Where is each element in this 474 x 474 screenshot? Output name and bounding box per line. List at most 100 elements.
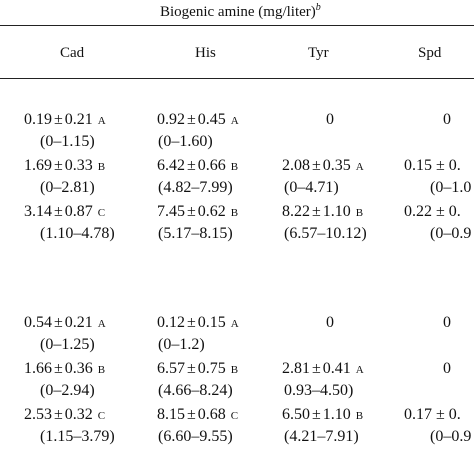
tyr-range-cell: (6.57–10.12)	[284, 225, 367, 242]
plus-minus-sign: ±	[54, 314, 63, 331]
significance-group-letter: C	[97, 410, 106, 422]
plus-minus-sign: ±	[54, 111, 63, 128]
spd-mean-sd-cell: 0.17 ± 0.	[404, 406, 461, 423]
significance-group-letter: B	[97, 364, 106, 376]
tyr-value-cell: 0	[326, 111, 334, 128]
significance-group-letter: A	[355, 364, 365, 376]
significance-group-letter: A	[97, 115, 107, 127]
sd-value: 0.32	[64, 406, 93, 423]
cad-range-cell: (0–2.81)	[40, 179, 95, 196]
tyr-range-cell: (4.21–7.91)	[284, 428, 359, 445]
cad-range-cell: (0–1.25)	[40, 336, 95, 353]
footnote-mark: b	[315, 2, 321, 13]
significance-group-letter: B	[355, 207, 364, 219]
mean-value: 0.19	[24, 111, 52, 128]
cad-mean-sd-cell: 2.53 ±0.32 C	[24, 407, 106, 423]
cad-range-cell: (1.10–4.78)	[40, 225, 115, 242]
significance-group-letter: A	[97, 318, 107, 330]
plus-minus-sign: ±	[54, 406, 63, 423]
significance-group-letter: B	[355, 410, 364, 422]
his-mean-sd-cell: 8.15 ±0.68 C	[157, 407, 239, 423]
sd-value: 0.21	[64, 111, 93, 128]
plus-minus-sign: ±	[187, 157, 196, 174]
his-mean-sd-cell: 0.12 ±0.15 A	[157, 315, 239, 331]
tyr-mean-sd-cell: 6.50 ±1.10 B	[282, 407, 364, 423]
plus-minus-sign: ±	[312, 203, 321, 220]
mean-value: 8.15	[157, 406, 185, 423]
mean-value: 6.57	[157, 360, 185, 377]
his-range-cell: (0–1.60)	[158, 133, 213, 150]
significance-group-letter: B	[230, 161, 239, 173]
column-header-his: His	[195, 45, 216, 61]
table-spanner-title: Biogenic amine (mg/liter)b	[160, 2, 321, 21]
plus-minus-sign: ±	[312, 406, 321, 423]
sd-value: 0.66	[197, 157, 226, 174]
sd-value: 0.33	[64, 157, 93, 174]
sd-value: 0.15	[197, 314, 226, 331]
plus-minus-sign: ±	[187, 203, 196, 220]
sd-value: 0.75	[197, 360, 226, 377]
plus-minus-sign: ±	[187, 406, 196, 423]
mean-value: 1.69	[24, 157, 52, 174]
column-header-tyr: Tyr	[308, 45, 329, 61]
his-mean-sd-cell: 6.57 ±0.75 B	[157, 361, 239, 377]
cad-mean-sd-cell: 1.66 ±0.36 B	[24, 361, 106, 377]
spanner-text: Biogenic amine (mg/liter)	[160, 4, 316, 20]
mean-value: 0.12	[157, 314, 185, 331]
cad-range-cell: (0–2.94)	[40, 382, 95, 399]
mean-value: 6.50	[282, 406, 310, 423]
mean-value: 6.42	[157, 157, 185, 174]
tyr-range-cell: 0.93–4.50)	[284, 382, 354, 399]
cad-mean-sd-cell: 0.54 ±0.21 A	[24, 315, 106, 331]
mean-value: 2.08	[282, 157, 310, 174]
sd-value: 0.36	[64, 360, 93, 377]
mean-value: 1.66	[24, 360, 52, 377]
cad-mean-sd-cell: 1.69 ±0.33 B	[24, 158, 106, 174]
tyr-value-cell: 0	[326, 314, 334, 331]
tyr-mean-sd-cell: 2.08 ±0.35 A	[282, 158, 364, 174]
sd-value: 0.45	[197, 111, 226, 128]
plus-minus-sign: ±	[187, 314, 196, 331]
sd-value: 0.87	[64, 203, 93, 220]
column-header-spd: Spd	[418, 45, 442, 61]
significance-group-letter: B	[230, 207, 239, 219]
cad-range-cell: (1.15–3.79)	[40, 428, 115, 445]
his-range-cell: (4.82–7.99)	[158, 179, 233, 196]
sd-value: 0.21	[64, 314, 93, 331]
cad-mean-sd-cell: 3.14 ±0.87 C	[24, 204, 106, 220]
mean-value: 2.81	[282, 360, 310, 377]
spd-value-cell: 0	[443, 360, 451, 377]
header-rule	[0, 78, 474, 79]
sd-value: 0.62	[197, 203, 226, 220]
significance-group-letter: A	[230, 318, 240, 330]
plus-minus-sign: ±	[187, 360, 196, 377]
his-mean-sd-cell: 0.92 ±0.45 A	[157, 112, 239, 128]
tyr-mean-sd-cell: 8.22 ±1.10 B	[282, 204, 364, 220]
his-range-cell: (4.66–8.24)	[158, 382, 233, 399]
sd-value: 0.68	[197, 406, 226, 423]
spd-range-cell: (0–0.9	[430, 225, 472, 242]
spd-mean-sd-cell: 0.22 ± 0.	[404, 203, 461, 220]
mean-value: 3.14	[24, 203, 52, 220]
significance-group-letter: B	[97, 161, 106, 173]
plus-minus-sign: ±	[54, 203, 63, 220]
significance-group-letter: C	[97, 207, 106, 219]
cad-mean-sd-cell: 0.19 ±0.21 A	[24, 112, 106, 128]
tyr-mean-sd-cell: 2.81 ±0.41 A	[282, 361, 364, 377]
sd-value: 1.10	[322, 203, 351, 220]
tyr-range-cell: (0–4.71)	[284, 179, 339, 196]
spd-range-cell: (0–1.0	[430, 179, 472, 196]
his-mean-sd-cell: 6.42 ±0.66 B	[157, 158, 239, 174]
sd-value: 0.41	[322, 360, 351, 377]
mean-value: 7.45	[157, 203, 185, 220]
plus-minus-sign: ±	[312, 360, 321, 377]
plus-minus-sign: ±	[54, 360, 63, 377]
significance-group-letter: A	[355, 161, 365, 173]
his-mean-sd-cell: 7.45 ±0.62 B	[157, 204, 239, 220]
significance-group-letter: A	[230, 115, 240, 127]
cad-range-cell: (0–1.15)	[40, 133, 95, 150]
his-range-cell: (5.17–8.15)	[158, 225, 233, 242]
spd-value-cell: 0	[443, 314, 451, 331]
mean-value: 0.92	[157, 111, 185, 128]
spd-range-cell: (0–0.9	[430, 428, 472, 445]
